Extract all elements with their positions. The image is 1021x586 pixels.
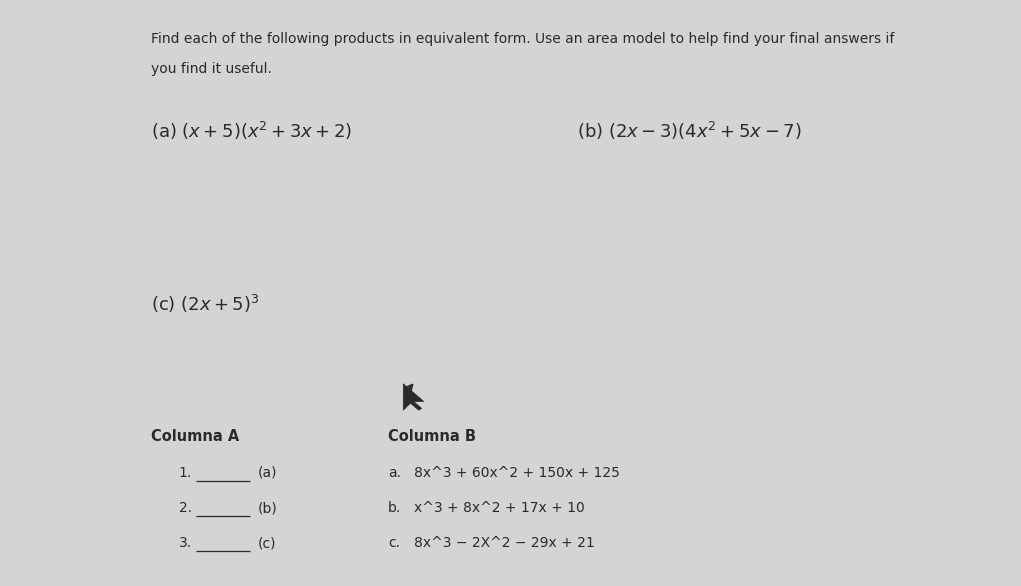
Text: 3.: 3.: [179, 536, 192, 550]
Text: Find each of the following products in equivalent form. Use an area model to hel: Find each of the following products in e…: [151, 32, 894, 46]
Text: you find it useful.: you find it useful.: [151, 62, 272, 76]
Text: 1.: 1.: [179, 466, 192, 480]
Text: (a) $(x+5)(x^2+3x+2)$: (a) $(x+5)(x^2+3x+2)$: [151, 120, 352, 142]
Text: (a): (a): [257, 466, 277, 480]
Text: (c): (c): [257, 536, 276, 550]
Text: c.: c.: [388, 536, 400, 550]
Text: 8x^3 + 60x^2 + 150x + 125: 8x^3 + 60x^2 + 150x + 125: [414, 466, 620, 480]
Text: Columna A: Columna A: [151, 429, 239, 444]
Text: (b): (b): [257, 501, 277, 515]
Text: b.: b.: [388, 501, 401, 515]
Polygon shape: [403, 384, 424, 410]
Text: x^3 + 8x^2 + 17x + 10: x^3 + 8x^2 + 17x + 10: [414, 501, 584, 515]
Text: (b) $(2x-3)(4x^2+5x-7)$: (b) $(2x-3)(4x^2+5x-7)$: [577, 120, 801, 142]
Text: (c) $(2x+5)^3$: (c) $(2x+5)^3$: [151, 293, 259, 315]
Text: Columna B: Columna B: [388, 429, 476, 444]
Text: a.: a.: [388, 466, 401, 480]
Text: 8x^3 − 2X^2 − 29x + 21: 8x^3 − 2X^2 − 29x + 21: [414, 536, 594, 550]
Text: 2.: 2.: [179, 501, 192, 515]
